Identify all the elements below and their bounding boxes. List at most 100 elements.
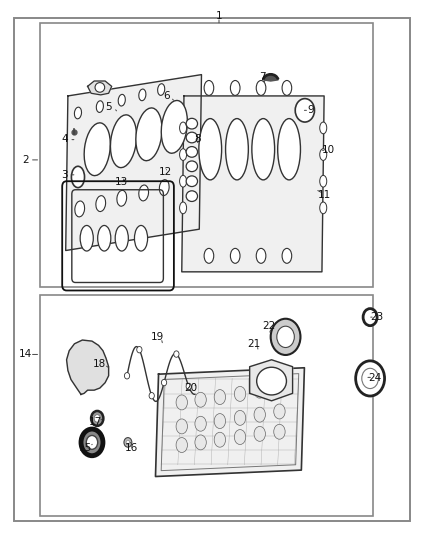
Ellipse shape — [252, 118, 275, 180]
Circle shape — [277, 326, 294, 348]
Text: 17: 17 — [89, 417, 102, 427]
Circle shape — [356, 361, 385, 396]
Bar — [40, 23, 373, 287]
Ellipse shape — [110, 115, 137, 167]
Text: 14: 14 — [19, 350, 32, 359]
Polygon shape — [66, 75, 201, 251]
Text: 1: 1 — [215, 11, 223, 21]
Text: 5: 5 — [105, 102, 112, 111]
Ellipse shape — [176, 419, 187, 434]
Ellipse shape — [180, 202, 187, 214]
Ellipse shape — [230, 248, 240, 263]
Text: 2: 2 — [22, 155, 29, 165]
Text: 13: 13 — [115, 177, 128, 187]
Ellipse shape — [195, 416, 206, 431]
Text: 18: 18 — [93, 359, 106, 368]
Circle shape — [94, 415, 100, 422]
Ellipse shape — [199, 118, 222, 180]
Ellipse shape — [320, 122, 327, 134]
Ellipse shape — [96, 196, 106, 212]
Ellipse shape — [71, 166, 85, 188]
Ellipse shape — [180, 122, 187, 134]
Text: 22: 22 — [263, 321, 276, 331]
Ellipse shape — [139, 185, 148, 201]
Ellipse shape — [254, 383, 265, 398]
Ellipse shape — [186, 132, 198, 143]
Circle shape — [186, 383, 191, 390]
Circle shape — [91, 411, 103, 426]
Circle shape — [295, 99, 314, 122]
Ellipse shape — [214, 432, 226, 447]
Ellipse shape — [282, 248, 292, 263]
Ellipse shape — [257, 367, 286, 395]
Ellipse shape — [274, 404, 285, 419]
Ellipse shape — [214, 390, 226, 405]
Circle shape — [363, 309, 377, 326]
Circle shape — [174, 351, 179, 357]
Polygon shape — [88, 81, 112, 95]
Text: 23: 23 — [370, 312, 383, 322]
Ellipse shape — [186, 191, 198, 201]
Ellipse shape — [75, 201, 85, 217]
Ellipse shape — [204, 248, 214, 263]
Ellipse shape — [176, 438, 187, 453]
Text: 3: 3 — [61, 170, 68, 180]
Text: 16: 16 — [125, 443, 138, 453]
Ellipse shape — [234, 430, 246, 445]
Ellipse shape — [115, 225, 128, 251]
Ellipse shape — [186, 176, 198, 187]
Ellipse shape — [74, 107, 81, 119]
Ellipse shape — [95, 83, 105, 92]
Text: 19: 19 — [151, 332, 164, 342]
Ellipse shape — [214, 414, 226, 429]
Circle shape — [162, 379, 167, 386]
Ellipse shape — [234, 410, 246, 425]
Text: 21: 21 — [247, 339, 261, 349]
Ellipse shape — [254, 426, 265, 441]
Ellipse shape — [158, 84, 165, 95]
Polygon shape — [182, 96, 324, 272]
Ellipse shape — [186, 147, 198, 157]
Text: 4: 4 — [61, 134, 68, 143]
Circle shape — [126, 440, 130, 445]
Text: 8: 8 — [194, 134, 201, 143]
Text: 24: 24 — [368, 374, 381, 383]
Ellipse shape — [320, 202, 327, 214]
Ellipse shape — [84, 123, 110, 175]
Ellipse shape — [186, 118, 198, 129]
Text: 15: 15 — [79, 443, 92, 453]
Text: 6: 6 — [163, 91, 170, 101]
Ellipse shape — [230, 80, 240, 95]
Ellipse shape — [278, 118, 300, 180]
Ellipse shape — [254, 407, 265, 422]
Text: 11: 11 — [318, 190, 331, 199]
Ellipse shape — [180, 175, 187, 187]
Circle shape — [362, 368, 378, 389]
Ellipse shape — [136, 108, 162, 160]
Polygon shape — [67, 340, 109, 394]
Ellipse shape — [320, 149, 327, 160]
Ellipse shape — [134, 225, 148, 251]
Text: 7: 7 — [259, 72, 266, 82]
Ellipse shape — [118, 94, 125, 106]
Ellipse shape — [256, 248, 266, 263]
Ellipse shape — [195, 435, 206, 450]
Ellipse shape — [176, 395, 187, 410]
Ellipse shape — [98, 225, 111, 251]
Circle shape — [137, 346, 142, 353]
Ellipse shape — [320, 175, 327, 187]
Circle shape — [271, 319, 300, 355]
Ellipse shape — [186, 161, 198, 172]
Circle shape — [149, 392, 154, 399]
Text: 20: 20 — [184, 383, 197, 393]
Ellipse shape — [117, 190, 127, 206]
Ellipse shape — [274, 381, 285, 395]
Text: 10: 10 — [322, 146, 335, 155]
Ellipse shape — [282, 80, 292, 95]
Circle shape — [86, 435, 98, 449]
Ellipse shape — [226, 118, 248, 180]
Bar — [40, 295, 373, 516]
Ellipse shape — [96, 101, 103, 112]
Ellipse shape — [161, 101, 187, 153]
Ellipse shape — [80, 225, 93, 251]
